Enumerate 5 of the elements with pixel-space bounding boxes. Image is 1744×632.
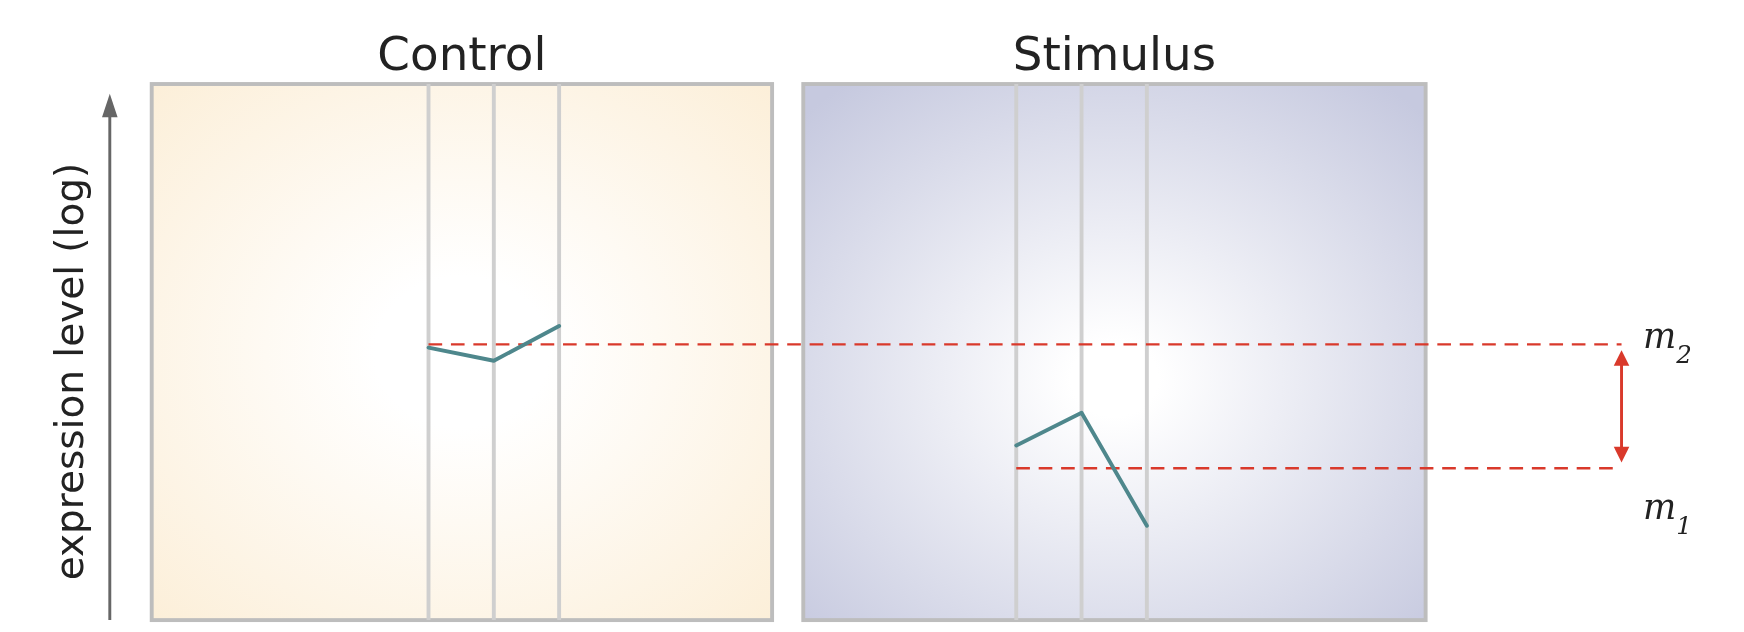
text: Control [377,27,547,82]
text: Stimulus [1012,27,1217,82]
text: expression level (log) [46,162,92,581]
ref-line-label: m$_{2}$ [1642,315,1692,369]
ref-line-label: m$_{1}$ [1642,485,1692,540]
